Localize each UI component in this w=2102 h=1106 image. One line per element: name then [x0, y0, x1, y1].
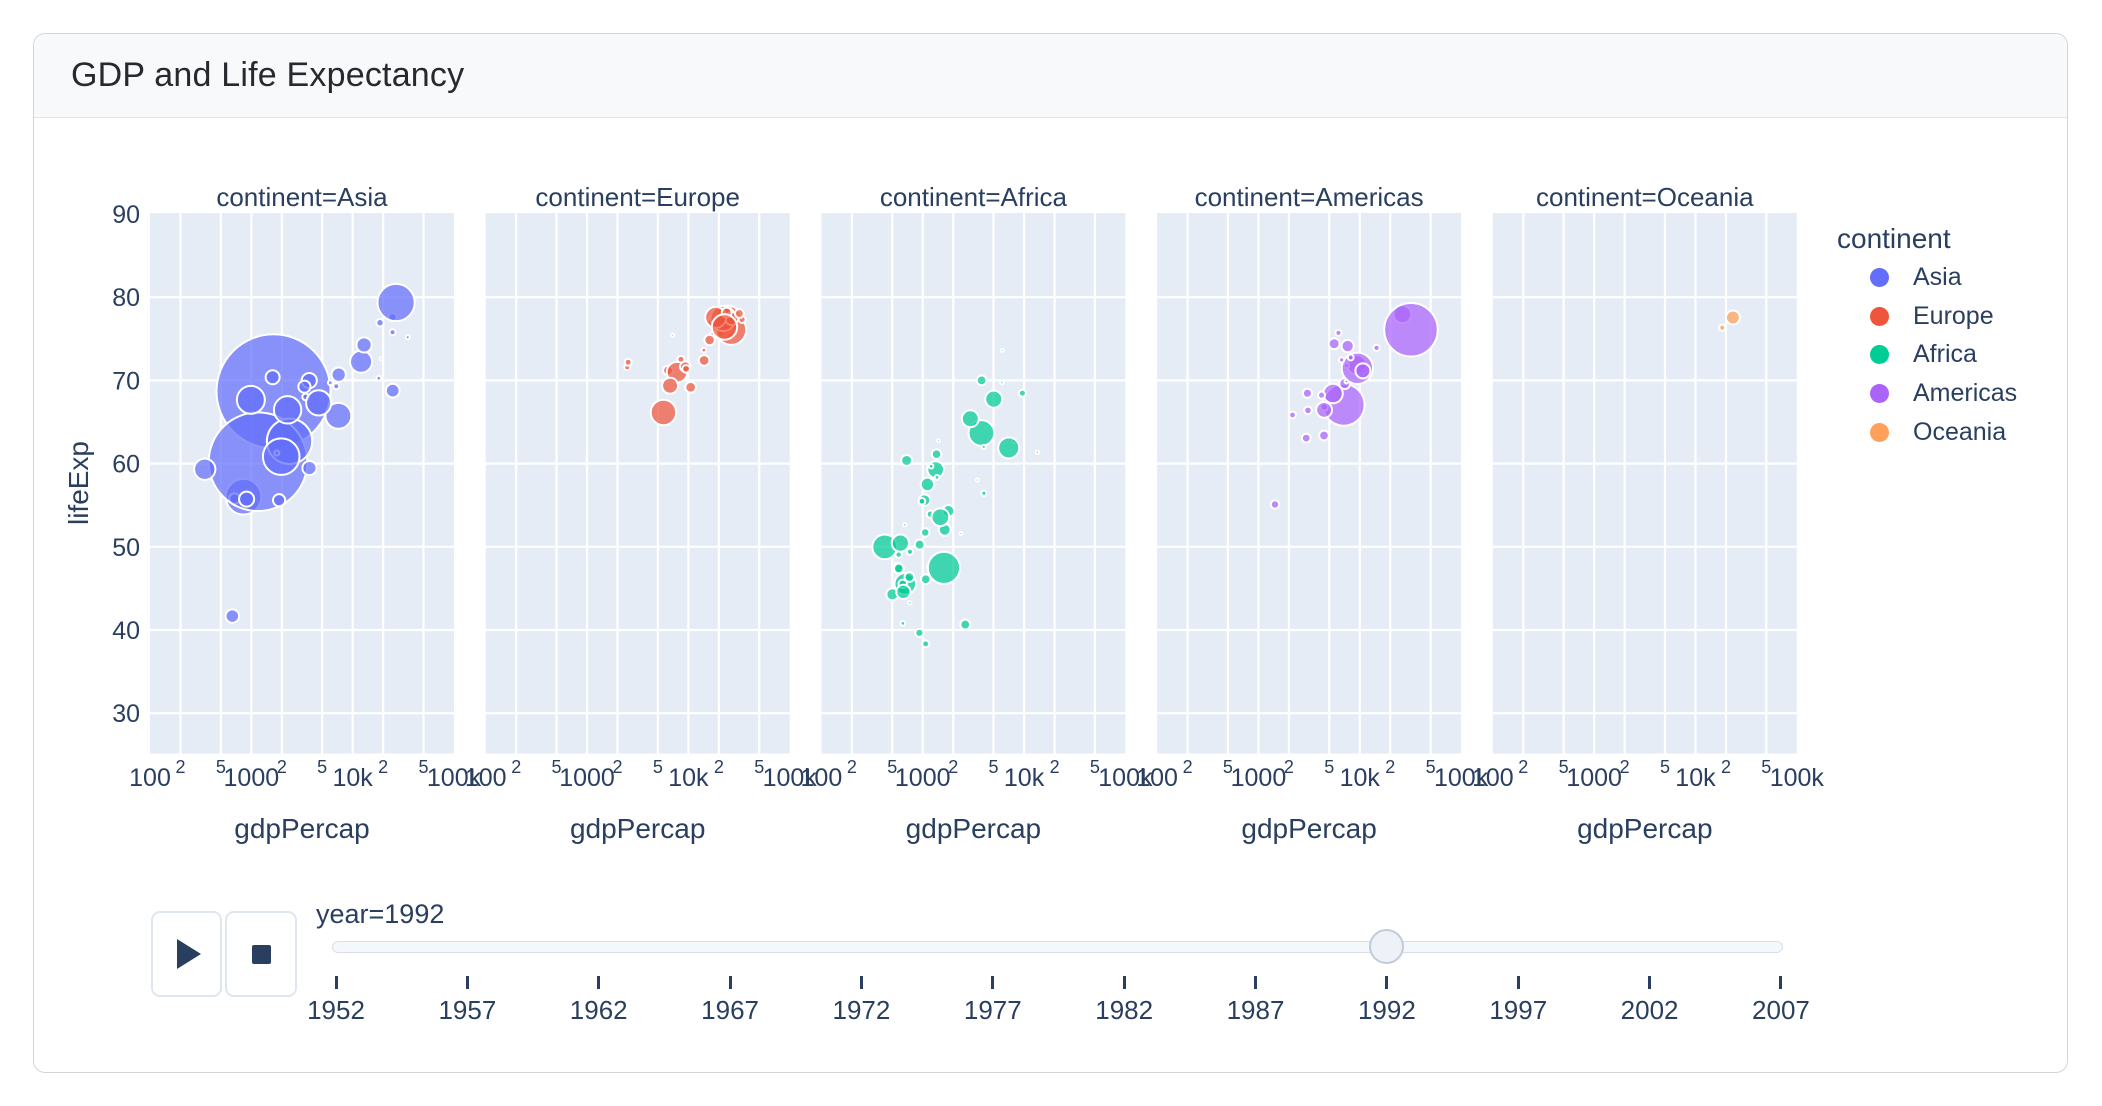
slider-tick	[1254, 976, 1258, 989]
stop-icon	[251, 944, 271, 964]
slider-tick	[1648, 976, 1652, 989]
legend-title: continent	[1837, 223, 1951, 254]
slider-tick-label-1977[interactable]: 1977	[963, 995, 1022, 1025]
legend: continent Asia Europe Africa Americas Oceani…	[1837, 220, 2017, 451]
legend-swatch-icon	[1870, 267, 1889, 287]
slider-tick-label-1992[interactable]: 1992	[1357, 995, 1416, 1025]
legend-item-asia[interactable]: Asia	[1837, 258, 2017, 297]
slider-tick-label-1967[interactable]: 1967	[701, 995, 759, 1025]
card-header: GDP and Life Expectancy	[34, 34, 2067, 118]
slider-tick-label-1962[interactable]: 1962	[569, 995, 628, 1025]
slider-tick	[1385, 976, 1389, 989]
slider-tick	[1122, 976, 1126, 989]
current-year-label: year=1992	[316, 899, 445, 929]
legend-swatch-icon	[1870, 383, 1889, 403]
slider-tick	[728, 976, 732, 989]
legend-swatch-icon	[1870, 306, 1889, 326]
legend-item-label: Asia	[1913, 262, 1962, 291]
slider-tick-label-1972[interactable]: 1972	[832, 995, 891, 1025]
slider-tick	[465, 976, 469, 989]
slider-tick-label-2007[interactable]: 2007	[1752, 995, 1810, 1025]
legend-item-europe[interactable]: Europe	[1837, 297, 2017, 336]
legend-item-oceania[interactable]: Oceania	[1837, 413, 2017, 452]
legend-swatch-icon	[1870, 345, 1889, 365]
slider-tick-label-2002[interactable]: 2002	[1620, 995, 1679, 1025]
play-icon	[177, 939, 201, 969]
stop-button[interactable]	[225, 911, 297, 997]
slider-tick	[597, 976, 601, 989]
legend-item-label: Europe	[1913, 301, 1994, 330]
legend-item-label: Africa	[1913, 340, 1977, 369]
page-title: GDP and Life Expectancy	[71, 56, 465, 94]
legend-item-label: Oceania	[1913, 417, 2007, 446]
slider-tick-label-1997[interactable]: 1997	[1489, 995, 1548, 1025]
slider-tick	[334, 976, 338, 989]
slider-tick	[1779, 976, 1783, 989]
slider-tick	[859, 976, 863, 989]
slider-tick-label-1987[interactable]: 1987	[1226, 995, 1285, 1025]
play-button[interactable]	[151, 911, 222, 997]
slider-tick	[991, 976, 995, 989]
year-slider-handle[interactable]	[1369, 929, 1405, 964]
slider-tick-label-1982[interactable]: 1982	[1095, 995, 1154, 1025]
slider-tick	[1516, 976, 1520, 989]
legend-item-africa[interactable]: Africa	[1837, 335, 2017, 374]
slider-tick-label-1957[interactable]: 1957	[438, 995, 497, 1025]
legend-swatch-icon	[1870, 422, 1889, 442]
slider-tick-label-1952[interactable]: 1952	[307, 995, 365, 1025]
legend-item-label: Americas	[1913, 378, 2018, 407]
year-slider-rail[interactable]	[332, 941, 1783, 953]
legend-item-americas[interactable]: Americas	[1837, 374, 2017, 413]
